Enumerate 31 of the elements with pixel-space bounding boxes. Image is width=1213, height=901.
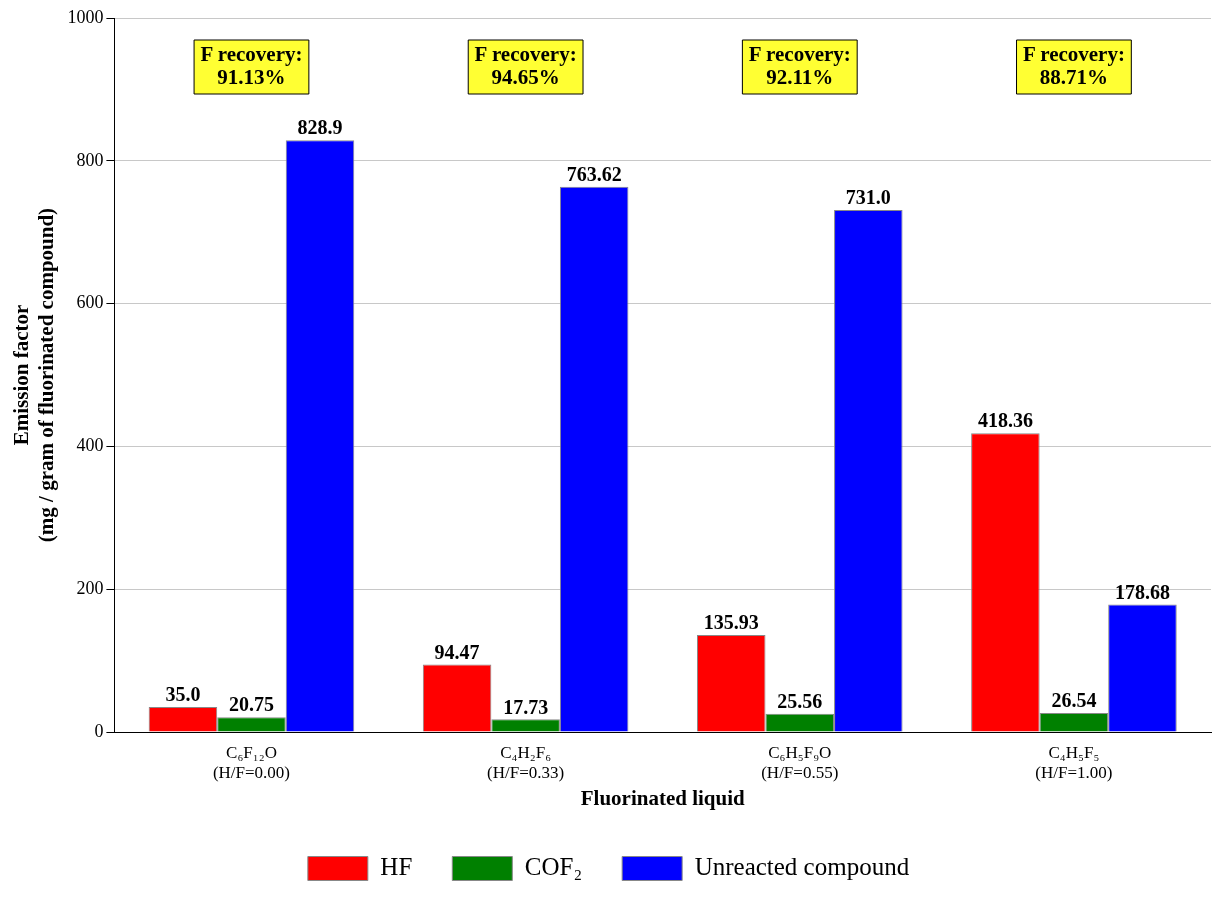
x-axis-title: Fluorinated liquid — [580, 785, 745, 810]
annotation: F recovery: 92.11% — [748, 41, 851, 89]
data-label: 418.36 — [977, 409, 1033, 432]
annotation: F recovery: 94.65% — [474, 41, 577, 89]
data-label: 135.93 — [703, 611, 759, 634]
data-label: 178.68 — [1114, 580, 1170, 603]
data-label: 17.73 — [503, 695, 549, 718]
data-label: 828.9 — [297, 116, 343, 139]
legend-label: Unreacted compound — [694, 853, 910, 881]
data-label: 20.75 — [228, 693, 274, 716]
x-tick-label: C₆F₁₂O (H/F=0.00) — [212, 742, 291, 783]
data-label: 35.0 — [165, 683, 201, 706]
data-label: 26.54 — [1051, 689, 1097, 712]
y-tick-label: 600 — [76, 292, 104, 313]
data-label: 25.56 — [777, 689, 823, 712]
y-axis-title: Emission factor (mg / gram of fluorinated compound) — [9, 207, 59, 543]
x-tick-label: C₄H₂F₆ (H/F=0.33) — [487, 742, 565, 783]
legend-label: COF₂ — [524, 853, 583, 881]
y-tick-label: 800 — [76, 149, 104, 170]
legend-label: HF — [380, 853, 413, 881]
y-tick-label: 200 — [76, 577, 104, 598]
y-tick-label: 0 — [94, 720, 104, 741]
y-tick-label: 1000 — [67, 6, 104, 27]
annotation: F recovery: 88.71% — [1022, 41, 1125, 89]
data-label: 763.62 — [566, 162, 622, 185]
data-label: 731.0 — [845, 186, 891, 209]
x-tick-label: C₆H₅F₉O (H/F=0.55) — [761, 742, 839, 783]
y-tick-label: 400 — [76, 435, 104, 456]
x-tick-label: C₄H₅F₅ (H/F=1.00) — [1035, 742, 1113, 783]
annotation: F recovery: 91.13% — [200, 41, 303, 89]
data-label: 94.47 — [434, 640, 480, 663]
